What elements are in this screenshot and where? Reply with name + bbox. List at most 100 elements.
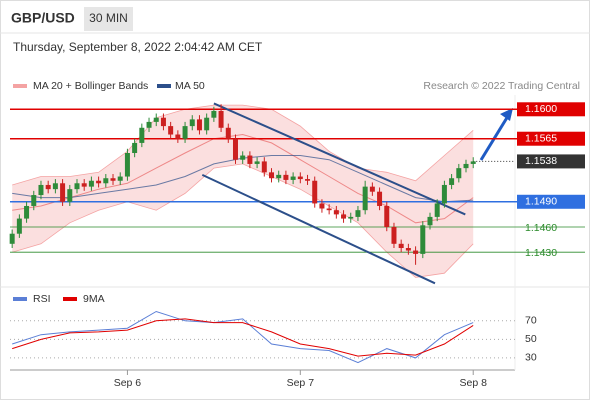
- legend-label: 9MA: [83, 293, 105, 305]
- timeframe: 30 MIN: [89, 11, 128, 25]
- candle-body: [24, 205, 30, 219]
- candle-body: [326, 208, 332, 211]
- candle-body: [182, 126, 188, 139]
- candle-body: [463, 163, 469, 169]
- level-label: 1.1490: [525, 196, 557, 208]
- trendline: [213, 102, 466, 216]
- candle-body: [434, 203, 440, 217]
- level-label: 1.1460: [525, 222, 557, 234]
- candle-body: [52, 183, 58, 190]
- candle-body: [132, 142, 138, 154]
- candle-body: [456, 168, 462, 179]
- level-box: [517, 194, 585, 209]
- candle-body: [196, 119, 202, 131]
- legend-swatch: [13, 297, 27, 301]
- candle-body: [384, 205, 390, 227]
- candle-body: [117, 176, 123, 181]
- candle-body: [103, 178, 109, 184]
- candle-body: [348, 216, 354, 219]
- legend-swatch: [13, 84, 27, 88]
- candle-body: [276, 174, 282, 179]
- candle-body: [160, 117, 166, 127]
- candle-body: [247, 155, 253, 164]
- y-tick-label: 50: [525, 333, 537, 345]
- legend-label: RSI: [33, 293, 51, 305]
- candle-body: [449, 178, 455, 185]
- candle-body: [290, 176, 296, 180]
- last-price-label: 1.1538: [525, 155, 557, 167]
- y-tick-label: 70: [525, 315, 537, 327]
- candle-body: [240, 155, 246, 160]
- candle-body: [420, 225, 426, 254]
- candle-body: [110, 178, 116, 181]
- candle-body: [283, 174, 289, 180]
- candle-body: [31, 195, 37, 206]
- candle-body: [398, 243, 404, 249]
- candle-body: [369, 186, 375, 192]
- candle-body: [146, 121, 152, 128]
- candle-body: [261, 161, 267, 173]
- level-label: 1.1600: [525, 103, 557, 115]
- candle-body: [96, 180, 102, 184]
- candle-body: [74, 183, 80, 190]
- candle-body: [67, 189, 73, 202]
- arrow-head: [500, 108, 513, 121]
- candle-body: [297, 176, 303, 180]
- candle-body: [225, 127, 231, 139]
- candle-body: [16, 218, 22, 234]
- candle-body: [168, 126, 174, 135]
- legend-swatch: [157, 84, 171, 88]
- candle-body: [60, 183, 66, 202]
- y-tick-label: 30: [525, 352, 537, 364]
- candle-body: [218, 110, 224, 128]
- legend-label: MA 20 + Bollinger Bands: [33, 80, 148, 92]
- candle-body: [355, 210, 361, 217]
- candle-body: [441, 184, 447, 204]
- candle-body: [124, 153, 130, 177]
- candle-body: [269, 172, 275, 179]
- x-tick-label: Sep 8: [459, 377, 487, 389]
- rsi-line: [12, 310, 474, 364]
- candle-body: [333, 210, 339, 215]
- rsi-line: [12, 318, 474, 357]
- candle-body: [88, 180, 94, 187]
- candle-body: [305, 179, 311, 181]
- source: Research © 2022 Trading Central: [423, 80, 580, 92]
- candle-body: [312, 180, 318, 204]
- candle-body: [391, 226, 397, 244]
- candle-body: [254, 161, 260, 164]
- level-label: 1.1565: [525, 132, 557, 144]
- candle-body: [319, 203, 325, 209]
- x-tick-label: Sep 6: [114, 377, 142, 389]
- candle-body: [81, 183, 87, 187]
- candle-body: [204, 117, 210, 131]
- candle-body: [470, 161, 476, 164]
- candle-body: [38, 184, 44, 196]
- x-tick-label: Sep 7: [287, 377, 315, 389]
- band-upper: [12, 104, 474, 186]
- legend-label: MA 50: [175, 80, 205, 92]
- timeframe-box: [84, 7, 133, 31]
- candle-body: [413, 250, 419, 254]
- candle-body: [377, 191, 383, 206]
- trendline: [201, 173, 436, 285]
- candle-body: [45, 184, 51, 190]
- level-label: 1.1430: [525, 247, 557, 259]
- subtitle: Thursday, September 8, 2022 2:04:42 AM C…: [13, 40, 263, 54]
- ma20-line: [12, 133, 474, 224]
- level-box: [517, 102, 585, 117]
- candle-body: [139, 127, 145, 143]
- candle-body: [232, 138, 238, 160]
- candle-body: [211, 110, 217, 118]
- chart-title: GBP/USD: [11, 10, 75, 26]
- candle-body: [153, 117, 159, 122]
- legend-swatch: [63, 297, 77, 301]
- band-fill: [12, 105, 474, 278]
- candle-body: [341, 214, 347, 219]
- candle-body: [189, 119, 195, 127]
- candle-body: [405, 248, 411, 251]
- level-box: [517, 131, 585, 146]
- candle-body: [427, 216, 433, 226]
- candle-body: [362, 186, 368, 211]
